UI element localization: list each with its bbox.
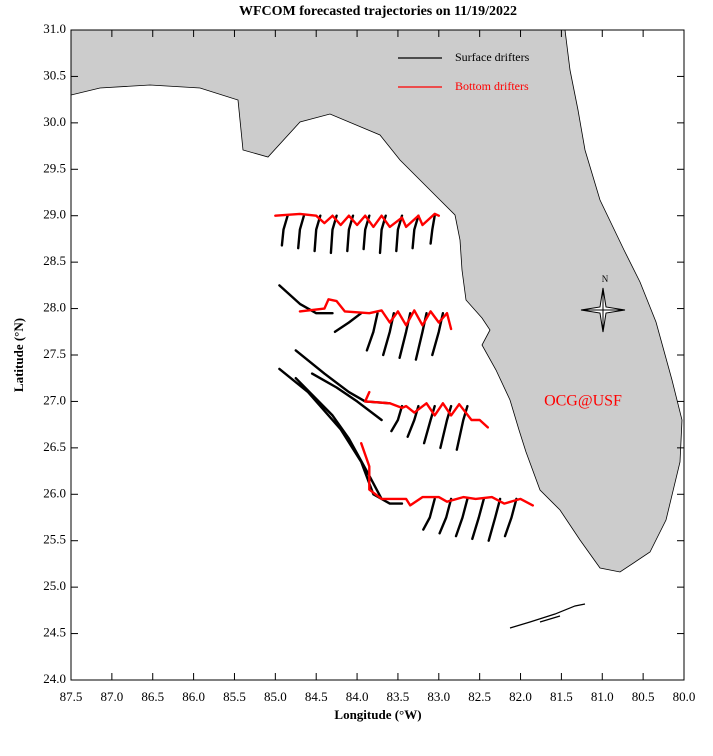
y-tick-label: 29.5 (43, 160, 66, 175)
y-tick-label: 24.5 (43, 625, 66, 640)
legend-label: Surface drifters (455, 50, 530, 64)
y-tick-label: 27.5 (43, 346, 66, 361)
x-tick-label: 80.5 (632, 689, 655, 704)
x-tick-label: 85.5 (223, 689, 246, 704)
annotation: OCG@USF (544, 393, 622, 410)
compass-cross (581, 288, 625, 332)
trajectory (278, 214, 518, 542)
y-axis-label: Latitude (°N) (11, 318, 26, 392)
y-tick-label: 25.0 (43, 578, 66, 593)
y-tick-label: 28.5 (43, 253, 66, 268)
x-tick-label: 87.0 (100, 689, 123, 704)
y-tick-label: 25.5 (43, 532, 66, 547)
chart-title: WFCOM forecasted trajectories on 11/19/2… (239, 4, 517, 19)
y-tick-label: 29.0 (43, 207, 66, 222)
x-tick-label: 86.0 (182, 689, 205, 704)
y-tick-label: 31.0 (43, 21, 66, 36)
y-tick-label: 24.0 (43, 671, 66, 686)
x-tick-label: 82.5 (468, 689, 491, 704)
land (71, 30, 683, 573)
x-tick-label: 85.0 (264, 689, 287, 704)
x-tick-label: 81.5 (550, 689, 573, 704)
trajectory (274, 212, 534, 507)
keys (509, 603, 586, 629)
y-tick-label: 26.0 (43, 485, 66, 500)
x-tick-label: 84.0 (346, 689, 369, 704)
y-tick-label: 30.0 (43, 114, 66, 129)
y-tick-label: 28.0 (43, 300, 66, 315)
y-tick-label: 26.5 (43, 439, 66, 454)
compass-label: N (602, 274, 609, 284)
x-tick-label: 80.0 (673, 689, 696, 704)
x-tick-label: 82.0 (509, 689, 532, 704)
x-tick-label: 84.5 (305, 689, 328, 704)
x-tick-label: 81.0 (591, 689, 614, 704)
x-tick-label: 86.5 (141, 689, 164, 704)
compass (580, 287, 626, 333)
trajectories (274, 212, 534, 542)
x-tick-label: 87.5 (60, 689, 83, 704)
land-layer (71, 30, 683, 629)
x-tick-label: 83.0 (427, 689, 450, 704)
legend-label: Bottom drifters (455, 79, 529, 93)
x-axis-label: Longitude (°W) (334, 707, 421, 722)
x-tick-label: 83.5 (387, 689, 410, 704)
y-tick-label: 30.5 (43, 67, 66, 82)
y-tick-label: 27.0 (43, 392, 66, 407)
